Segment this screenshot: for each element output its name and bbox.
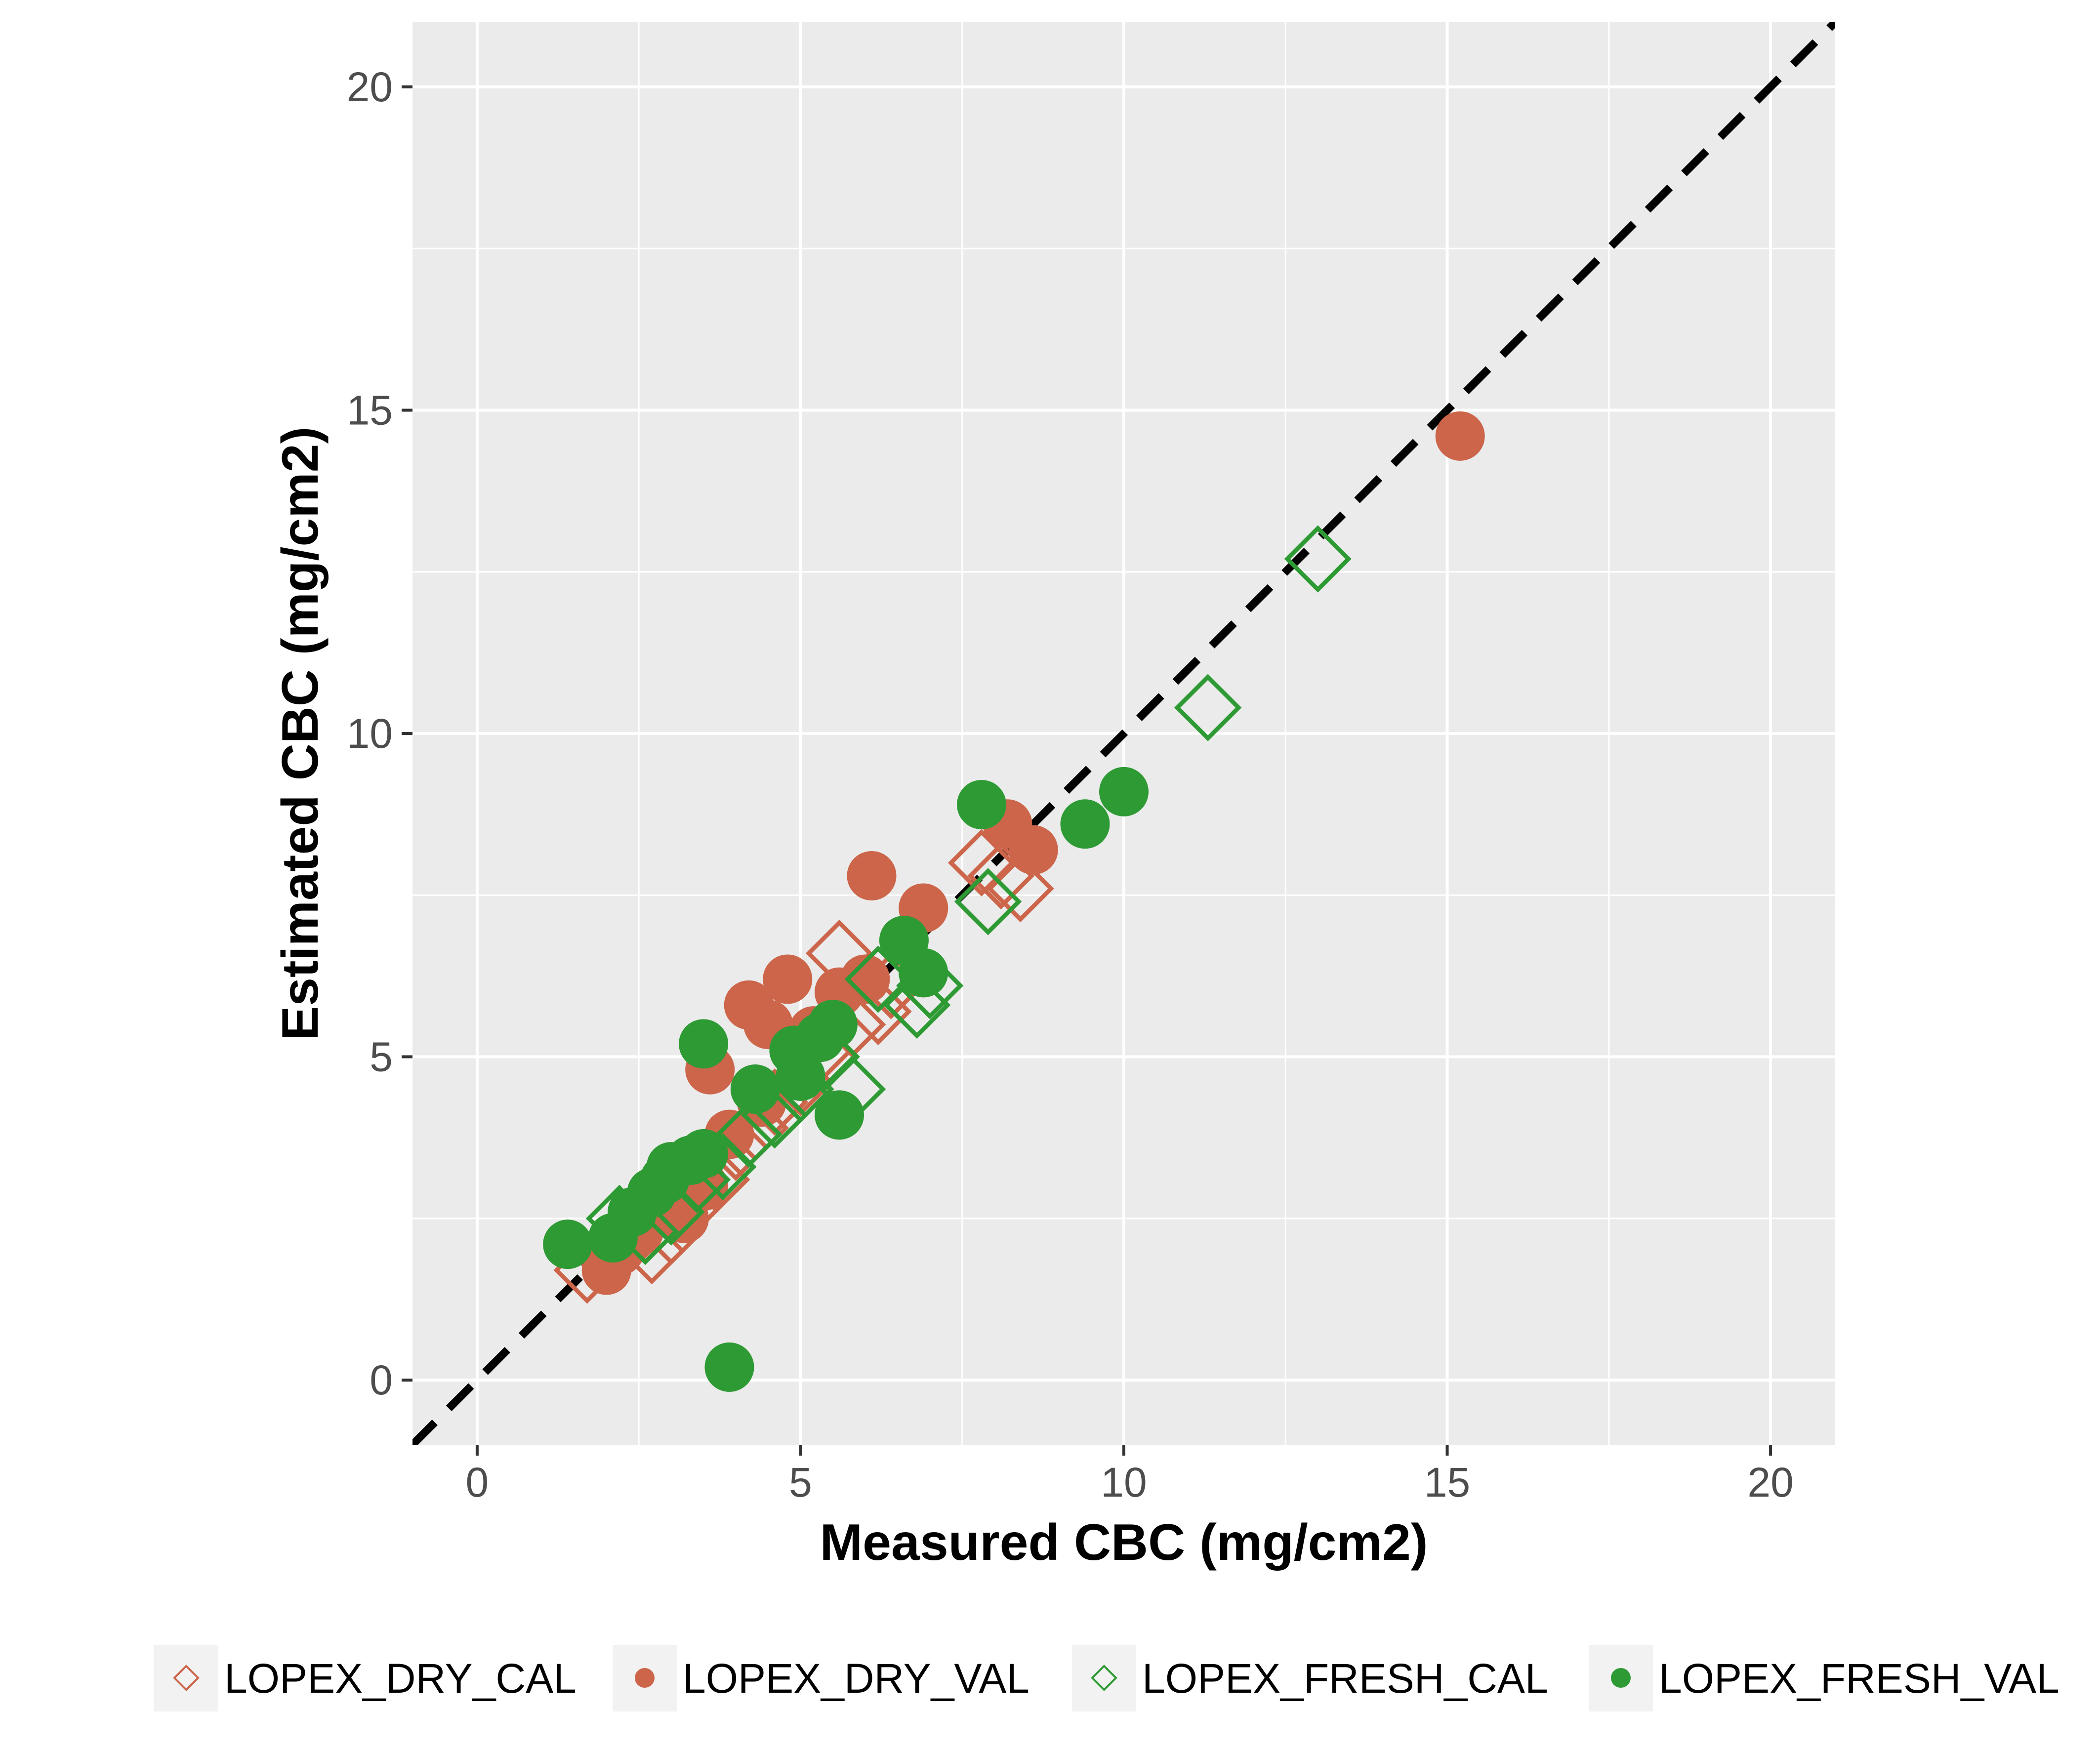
legend-label: LOPEX_DRY_CAL <box>224 1655 576 1702</box>
x-axis-ticks: 0 5 10 15 20 <box>466 1445 1794 1506</box>
data-point <box>883 971 951 1039</box>
legend-label: LOPEX_FRESH_CAL <box>1142 1655 1548 1702</box>
legend-item: LOPEX_FRESH_CAL <box>1072 1645 1548 1711</box>
data-point <box>957 780 1006 829</box>
legend-key-marker <box>173 1665 200 1691</box>
legend-item: LOPEX_DRY_CAL <box>154 1645 576 1711</box>
data-point <box>808 1000 858 1050</box>
y-tick-label: 20 <box>347 64 393 110</box>
y-axis-title: Estimated CBC (mg/cm2) <box>272 427 329 1040</box>
data-point <box>1099 767 1149 816</box>
data-point <box>899 948 948 998</box>
y-tick-label: 0 <box>370 1357 393 1403</box>
data-point <box>1174 674 1242 741</box>
data-point <box>954 868 1022 936</box>
data-point <box>704 1342 754 1392</box>
data-point <box>730 1064 780 1114</box>
x-axis-title: Measured CBC (mg/cm2) <box>820 1514 1428 1571</box>
data-point <box>543 1220 593 1269</box>
data-point <box>763 954 813 1004</box>
legend-key-marker <box>1611 1668 1631 1688</box>
data-point <box>840 954 890 1004</box>
data-point <box>679 1019 729 1069</box>
legend-key-background <box>1072 1645 1136 1711</box>
data-points <box>543 411 1485 1392</box>
data-point <box>947 829 1016 896</box>
data-point <box>715 1100 782 1168</box>
data-point <box>987 855 1054 923</box>
data-point <box>776 1051 825 1101</box>
data-point <box>679 1129 729 1179</box>
data-point <box>1284 525 1352 593</box>
legend: LOPEX_DRY_CAL LOPEX_DRY_VAL LOPEX_FRESH_CA… <box>154 1645 2059 1711</box>
y-tick-label: 15 <box>347 387 393 433</box>
y-tick-label: 10 <box>347 710 393 757</box>
legend-key-marker <box>635 1668 655 1688</box>
x-tick-label: 0 <box>466 1459 489 1506</box>
x-tick-label: 15 <box>1424 1459 1470 1506</box>
data-point <box>1060 799 1110 849</box>
legend-item: LOPEX_FRESH_VAL <box>1589 1645 2059 1711</box>
data-point <box>815 1090 864 1140</box>
series-lopex-fresh-val <box>543 767 1149 1392</box>
data-point <box>1008 825 1058 875</box>
legend-label: LOPEX_FRESH_VAL <box>1659 1655 2059 1702</box>
x-tick-label: 10 <box>1101 1459 1147 1506</box>
legend-key-marker <box>1091 1665 1117 1691</box>
legend-item: LOPEX_DRY_VAL <box>613 1645 1029 1711</box>
data-point <box>1435 411 1485 461</box>
data-point <box>847 851 897 900</box>
y-axis-ticks: 0 5 10 15 20 <box>347 64 412 1403</box>
x-tick-label: 20 <box>1747 1459 1793 1506</box>
legend-label: LOPEX_DRY_VAL <box>683 1655 1029 1702</box>
data-point <box>844 945 912 1013</box>
y-tick-label: 5 <box>370 1034 393 1080</box>
legend-key-background <box>154 1645 218 1711</box>
x-tick-label: 5 <box>789 1459 812 1506</box>
